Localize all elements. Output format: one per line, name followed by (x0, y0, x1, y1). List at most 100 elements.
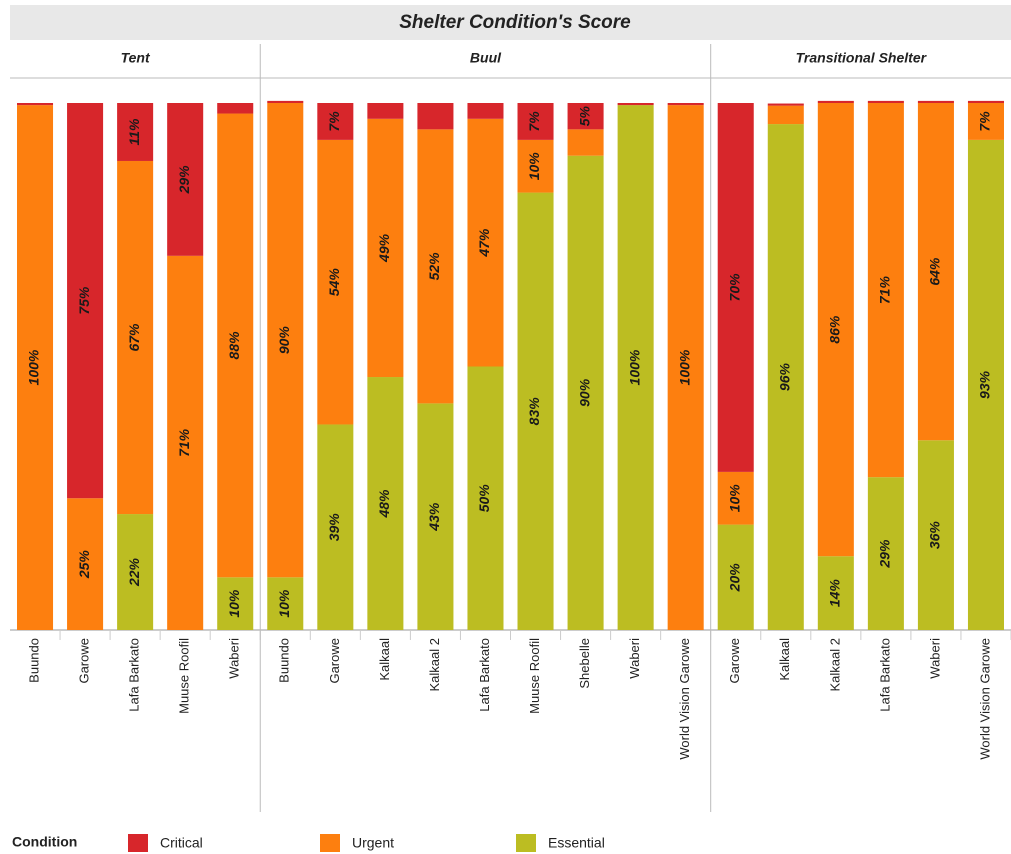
data-label: 93% (977, 370, 993, 399)
x-tick-label: Lafa Barkato (877, 638, 892, 712)
panel-header: Transitional Shelter (796, 50, 928, 66)
x-tick-label: Garowe (77, 638, 92, 684)
data-label: 22% (126, 557, 142, 587)
bar-segment (517, 103, 554, 140)
legend-label: Critical (160, 835, 203, 851)
legend-swatch (320, 834, 340, 852)
bar-segment (967, 103, 1004, 140)
x-tick-label: Waberi (227, 638, 242, 679)
bar-segment (717, 471, 754, 525)
title-band (10, 5, 1011, 40)
bar-segment (317, 139, 354, 425)
bar-segment (517, 139, 554, 193)
data-label: 10% (226, 589, 242, 618)
x-tick-label: Waberi (927, 638, 942, 679)
x-tick-label: Shebelle (577, 638, 592, 689)
data-label: 20% (726, 563, 742, 593)
x-tick-label: Buundo (26, 638, 41, 683)
x-tick-label: Kalkaal 2 (827, 638, 842, 691)
bar-segment (17, 103, 54, 106)
x-tick-label: Garowe (727, 638, 742, 684)
bar-segment (167, 255, 204, 630)
bar-segment (67, 498, 104, 630)
legend-swatch (516, 834, 536, 852)
bar-segment (517, 192, 554, 630)
bar-segment (267, 103, 304, 578)
data-label: 71% (176, 428, 192, 457)
data-label: 71% (877, 276, 893, 305)
bar-segment (717, 103, 754, 472)
data-label: 10% (726, 484, 742, 513)
bar-segment (417, 129, 454, 404)
x-tick-label: Buundo (277, 638, 292, 683)
data-label: 50% (476, 484, 492, 513)
data-label: 11% (126, 118, 142, 146)
data-label: 54% (326, 268, 342, 297)
data-label: 70% (726, 273, 742, 302)
bar-segment (317, 103, 354, 140)
data-label: 29% (176, 165, 192, 195)
x-tick-label: Lafa Barkato (127, 638, 142, 712)
bar-segment (467, 103, 504, 119)
x-tick-label: World Vision Garowe (977, 638, 992, 760)
data-label: 83% (526, 397, 542, 426)
bar-segment (867, 477, 904, 630)
legend-label: Essential (548, 835, 605, 851)
data-label: 7% (977, 111, 993, 132)
bar-segment (217, 103, 254, 114)
data-label: 96% (776, 362, 792, 391)
x-tick-label: Lafa Barkato (477, 638, 492, 712)
x-tick-label: Muuse Roofil (177, 638, 192, 714)
x-tick-label: World Vision Garowe (677, 638, 692, 760)
bar-segment (117, 160, 154, 515)
bar-segment (567, 103, 604, 130)
bar-segment (617, 103, 654, 106)
x-tick-label: Waberi (627, 638, 642, 679)
bar-segment (867, 103, 904, 478)
bar-segment (667, 105, 704, 630)
bar-segment (917, 100, 954, 103)
bar-segment (567, 129, 604, 156)
data-label: 86% (827, 315, 843, 344)
bar-segment (717, 524, 754, 630)
data-label: 100% (676, 349, 692, 385)
bar-segment (967, 100, 1004, 103)
bar-segment (617, 105, 654, 630)
x-tick-label: Kalkaal (777, 638, 792, 681)
bar-segment (917, 103, 954, 441)
data-label: 36% (927, 521, 943, 550)
legend-swatch (128, 834, 148, 852)
bar-segment (667, 103, 704, 106)
bar-segment (417, 403, 454, 630)
panel-header: Buul (470, 50, 502, 66)
data-label: 39% (326, 513, 342, 542)
bar-segment (867, 100, 904, 103)
data-label: 43% (426, 502, 442, 532)
bar-segment (267, 100, 304, 103)
bar-segment (117, 514, 154, 630)
bar-segment (17, 105, 54, 630)
bar-segment (417, 103, 454, 130)
data-label: 25% (76, 550, 92, 580)
data-label: 10% (276, 589, 292, 618)
bar-segment (567, 155, 604, 630)
data-label: 67% (126, 323, 142, 352)
data-label: 48% (376, 489, 392, 519)
bar-segment (817, 100, 854, 103)
bar-segment (217, 113, 254, 578)
data-label: 75% (76, 286, 92, 315)
bar-segment (467, 366, 504, 630)
bar-segment (767, 105, 804, 125)
bar-segment (317, 424, 354, 630)
data-label: 7% (326, 111, 342, 132)
data-label: 64% (927, 257, 943, 286)
legend-label: Urgent (352, 835, 394, 851)
bar-segment (217, 577, 254, 630)
data-label: 52% (426, 252, 442, 281)
bar-segment (767, 103, 804, 106)
bar-segment (267, 577, 304, 630)
data-label: 10% (526, 152, 542, 181)
data-label: 90% (276, 326, 292, 355)
x-tick-label: Kalkaal 2 (427, 638, 442, 691)
